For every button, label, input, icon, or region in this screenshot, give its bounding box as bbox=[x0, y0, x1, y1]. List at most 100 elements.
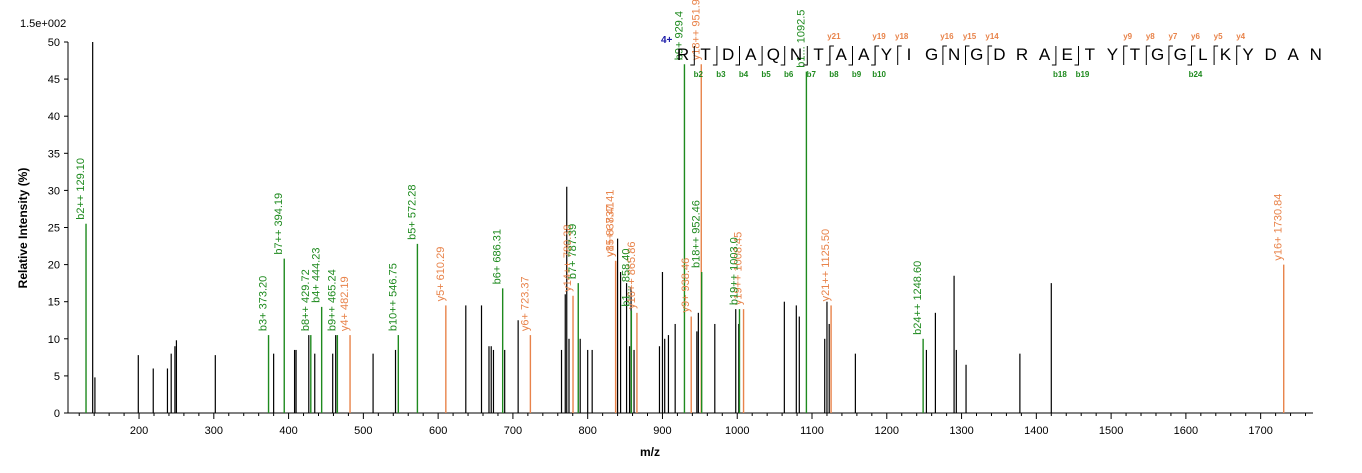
b-fragment-label: b5 bbox=[761, 70, 771, 79]
axes: 0 5 10 15 20 25 30 35 40 45 50 200 300 400 500 600 700 80… bbox=[48, 37, 1313, 437]
y-tick-label: 45 bbox=[48, 74, 60, 86]
peak-label-y-ion: y21++ 1125.50 bbox=[820, 229, 832, 302]
y-fragment-label: y15 bbox=[963, 32, 977, 41]
b-fragment-mark bbox=[825, 46, 831, 66]
sequence-residue: R bbox=[677, 45, 689, 64]
sequence-residue: A bbox=[836, 45, 848, 64]
peak-label-b-ion: b24++ 1248.60 bbox=[912, 261, 924, 335]
sequence-residue: G bbox=[925, 45, 938, 64]
y-fragment-mark bbox=[987, 45, 993, 65]
y-fragment-mark bbox=[874, 45, 880, 65]
x-tick-label: 1700 bbox=[1248, 425, 1272, 437]
y-fragment-mark bbox=[897, 45, 902, 65]
peak-label-b-ion: b6+ 686.31 bbox=[492, 229, 504, 284]
y-tick-label: 10 bbox=[48, 334, 60, 346]
y-fragment-label: y4 bbox=[1236, 32, 1245, 41]
y-tick-label: 40 bbox=[48, 111, 60, 123]
peak-label-b-ion: b19++ 1003.0 bbox=[728, 237, 740, 305]
sequence-residue: Y bbox=[881, 45, 892, 64]
sequence-residue: N bbox=[1310, 45, 1322, 64]
peak-label-b-ion: b9+ 929.4 bbox=[673, 11, 685, 60]
sequence-residue: T bbox=[700, 45, 710, 64]
peak-label-b-ion: b10++ 546.75 bbox=[387, 263, 399, 331]
y-fragment-label: y21 bbox=[827, 32, 841, 41]
x-tick-label: 1500 bbox=[1099, 425, 1123, 437]
sequence-residue: Y bbox=[1107, 45, 1118, 64]
y-tick-label: 0 bbox=[54, 408, 60, 420]
peak-label-y-ion: y5+ 610.29 bbox=[435, 247, 447, 302]
sequence-residue: E bbox=[1062, 45, 1073, 64]
y-fragment-label: y18 bbox=[895, 32, 909, 41]
b-fragment-mark bbox=[758, 46, 763, 66]
b-fragment-label: b19 bbox=[1076, 70, 1090, 79]
peak-label-y-ion: y9+ 938.46 bbox=[680, 258, 692, 313]
peptide-sequence-annotation: 4+R T D A Q N T A A Y I G N G D R A E T Y T G G L K Y D A Nb2 b3 b4 b5 b… bbox=[661, 32, 1322, 79]
y-fragment-mark bbox=[1123, 45, 1128, 65]
b-fragment-mark bbox=[1074, 46, 1079, 66]
b-fragment-label: b10 bbox=[872, 70, 886, 79]
b-fragment-label: b9 bbox=[852, 70, 862, 79]
y-fragment-label: y6 bbox=[1191, 32, 1200, 41]
x-tick-label: 800 bbox=[579, 425, 597, 437]
b-fragment-label: b8 bbox=[829, 70, 839, 79]
peak-label-y-ion: y15++ 837.41 bbox=[605, 190, 617, 257]
b-fragment-mark bbox=[848, 46, 853, 66]
b-fragment-label: b2 bbox=[694, 70, 704, 79]
x-tick-label: 1100 bbox=[800, 425, 824, 437]
peak-label-y-ion: y16++ 865.86 bbox=[626, 242, 638, 309]
y-fragment-mark bbox=[1145, 45, 1151, 65]
y-tick-label: 5 bbox=[54, 371, 60, 383]
y-fragment-mark bbox=[1168, 45, 1173, 65]
sequence-residue: A bbox=[1039, 45, 1051, 64]
b-fragment-mark bbox=[690, 46, 695, 66]
peak-label-y-ion: y4+ 482.19 bbox=[339, 276, 351, 331]
b-fragment-label: b24 bbox=[1189, 70, 1203, 79]
b-fragment-label: b4 bbox=[739, 70, 749, 79]
x-tick-label: 1400 bbox=[1024, 425, 1048, 437]
peak-label-b-ion: b7+ 787.39 bbox=[567, 224, 579, 279]
sequence-residue: D bbox=[1264, 45, 1276, 64]
sequence-residue: Y bbox=[1242, 45, 1253, 64]
sequence-residue: L bbox=[1198, 45, 1207, 64]
y-fragment-label: y8 bbox=[1146, 32, 1155, 41]
sequence-residue: I bbox=[907, 45, 912, 64]
y-fragment-mark bbox=[965, 45, 970, 65]
x-axis-title: m/z bbox=[640, 445, 660, 459]
y-fragment-label: y5 bbox=[1214, 32, 1223, 41]
b-fragment-mark bbox=[712, 46, 718, 66]
peak-label-b-ion: b18++ 952.46 bbox=[691, 200, 703, 268]
b-fragment-mark bbox=[871, 46, 876, 66]
peak-label-b-ion: b3+ 373.20 bbox=[258, 276, 270, 331]
sequence-residue: G bbox=[1174, 45, 1187, 64]
y-fragment-mark bbox=[829, 45, 834, 65]
x-tick-label: 1600 bbox=[1174, 425, 1198, 437]
charge-state-label: 4+ bbox=[661, 35, 673, 46]
x-tick-label: 600 bbox=[429, 425, 447, 437]
sequence-residue: A bbox=[745, 45, 757, 64]
y-fragment-label: y14 bbox=[985, 32, 999, 41]
peak-label-b-ion: b4+ 444.23 bbox=[311, 248, 323, 303]
peaks bbox=[85, 42, 1285, 413]
y-tick-label: 30 bbox=[48, 185, 60, 197]
peak-label-b-ion: b1... 1092.5 bbox=[795, 10, 807, 68]
b-fragment-label: b18 bbox=[1053, 70, 1067, 79]
sequence-residue: R bbox=[1016, 45, 1028, 64]
peak-label-y-ion: y6+ 723.37 bbox=[519, 276, 531, 331]
sequence-residue: D bbox=[722, 45, 734, 64]
peak-labels: y4+ 482.19 y5+ 610.29 y6+ 723.37 y14++ 780.… bbox=[75, 0, 1285, 335]
y-fragment-mark bbox=[1213, 45, 1219, 65]
y-fragment-label: y19 bbox=[872, 32, 886, 41]
b-fragment-label: b6 bbox=[784, 70, 794, 79]
y-axis-title: Relative Intensity (%) bbox=[16, 168, 30, 289]
peak-label-b-ion: b1... 858.40 bbox=[620, 248, 632, 306]
y-fragment-label: y16 bbox=[940, 32, 954, 41]
peak-label-b-ion: b9++ 465.24 bbox=[326, 269, 338, 331]
b-fragment-mark bbox=[1051, 46, 1057, 66]
sequence-residue: T bbox=[1085, 45, 1095, 64]
peak-label-y-ion: y19++ 1008.45 bbox=[733, 232, 745, 305]
peak-label-y-ion: y18++ 951.9 bbox=[690, 0, 702, 60]
x-tick-label: 500 bbox=[354, 425, 372, 437]
sequence-residue: Q bbox=[767, 45, 780, 64]
peak-label-b-ion: b2++ 129.10 bbox=[75, 158, 87, 220]
